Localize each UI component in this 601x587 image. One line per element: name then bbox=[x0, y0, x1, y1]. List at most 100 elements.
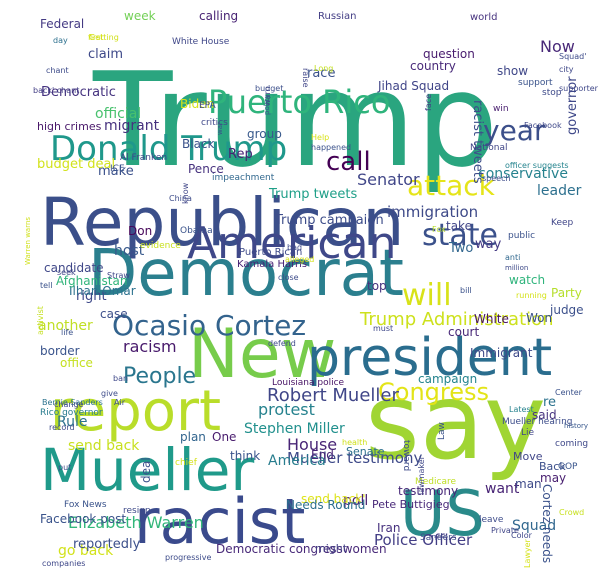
word-biden: Biden bbox=[180, 97, 214, 111]
word-sanders: Sanders bbox=[420, 533, 457, 543]
word-ice: ICE bbox=[110, 164, 125, 174]
word-congress: Congress bbox=[378, 378, 489, 406]
word-american: American bbox=[187, 218, 396, 269]
word-claim: claim bbox=[88, 47, 123, 62]
word-keep: Keep bbox=[551, 218, 574, 228]
word-law: Law bbox=[437, 422, 447, 440]
word-leave: leave bbox=[479, 515, 504, 525]
word-companies: companies bbox=[42, 559, 85, 568]
word-racist-tweets: racist tweets bbox=[470, 100, 485, 184]
word-chief: chief bbox=[175, 458, 198, 468]
word-america: America bbox=[268, 453, 326, 469]
word-ban: ban bbox=[113, 374, 128, 383]
word-end: End bbox=[311, 448, 334, 462]
word-win: win bbox=[493, 104, 509, 114]
word-right: right bbox=[76, 289, 107, 304]
word-jihad-squad: Jihad Squad bbox=[377, 79, 449, 93]
word-obama: Obama bbox=[180, 226, 213, 236]
word-seek: seek bbox=[57, 268, 76, 277]
word-go-back: go back bbox=[58, 543, 114, 559]
word-republican: Republican bbox=[40, 184, 404, 261]
word-show: show bbox=[497, 64, 528, 78]
word-white: White bbox=[474, 312, 509, 326]
word-new: New bbox=[188, 315, 336, 394]
word-stephen-miller: Stephen Miller bbox=[244, 421, 345, 437]
word-alleged: alleged bbox=[285, 255, 314, 264]
word-trump: Trump bbox=[92, 44, 498, 196]
word-man: man bbox=[515, 477, 542, 491]
word-governor: governor bbox=[565, 76, 580, 135]
word-supporter: supporter bbox=[559, 84, 599, 93]
word-tell: tell bbox=[40, 281, 53, 290]
word-donald-trump: Donald Trump bbox=[50, 129, 287, 169]
word-federal: Federal bbox=[40, 17, 84, 31]
word-impeachment: impeachment bbox=[212, 173, 275, 183]
word-change: change bbox=[54, 400, 84, 409]
word-officer-suggests: officer suggests bbox=[505, 161, 569, 170]
word-won: Won bbox=[526, 311, 552, 325]
word-country: country bbox=[410, 59, 456, 73]
word-re: re bbox=[543, 395, 556, 410]
word-al-franken: Al Franken bbox=[120, 153, 167, 163]
word-support: support bbox=[518, 78, 553, 88]
word-stop: stop bbox=[542, 88, 562, 98]
word-running: running bbox=[516, 291, 547, 300]
word-latest: Latest bbox=[509, 405, 534, 414]
word-call: call bbox=[326, 147, 371, 177]
word-ilhan-omar: Ilhan Omar bbox=[69, 284, 136, 298]
word-may: may bbox=[540, 471, 566, 485]
word-toward: toward bbox=[401, 440, 411, 471]
word-move: Move bbox=[513, 450, 543, 463]
word-history: history bbox=[564, 422, 588, 430]
word-rep: Rep bbox=[228, 147, 253, 162]
word-way: way bbox=[475, 237, 502, 252]
word-chant: chant bbox=[46, 66, 69, 75]
word-public: public bbox=[508, 231, 535, 241]
word-getting: Getting bbox=[89, 33, 119, 42]
word-racist: racist bbox=[134, 485, 305, 558]
word-president: president bbox=[307, 328, 552, 388]
word-high-crimes: high crimes bbox=[37, 120, 102, 133]
word-trump-tweets: Trump tweets bbox=[268, 187, 357, 202]
word-testimony: testimony bbox=[398, 484, 458, 498]
word-migrant: migrant bbox=[104, 118, 160, 134]
word-group: group bbox=[247, 127, 282, 141]
word-happened: happened bbox=[311, 143, 351, 152]
word-conservative: conservative bbox=[478, 166, 568, 182]
word-pence: Pence bbox=[188, 162, 224, 176]
word-defend: defend bbox=[268, 339, 296, 348]
word-world: world bbox=[470, 12, 498, 23]
word-russian: Russian bbox=[318, 11, 357, 22]
word-leader: leader bbox=[537, 183, 582, 199]
word-immigrant: Immigrant bbox=[470, 346, 533, 360]
word-think: think bbox=[230, 449, 260, 463]
word-send-back: send back bbox=[68, 438, 140, 454]
word-warn: warn bbox=[263, 86, 272, 106]
word-host: host bbox=[114, 243, 145, 259]
word-judge: judge bbox=[549, 303, 584, 317]
word-close: close bbox=[278, 273, 299, 282]
word-two: Two bbox=[448, 241, 473, 256]
word-reportedly: reportedly bbox=[73, 537, 141, 552]
word-health: health bbox=[342, 438, 367, 447]
word-white-house: White House bbox=[172, 37, 230, 47]
word-activist: activist bbox=[36, 306, 45, 335]
word-resign: resign bbox=[123, 506, 151, 516]
word-mueller: Mueller bbox=[40, 436, 254, 504]
word-official: official bbox=[95, 106, 141, 122]
word-fox: Fox bbox=[432, 225, 446, 234]
word-cortez-needs: Cortez needs bbox=[540, 484, 554, 563]
word-trump-campaign: Trump campaign bbox=[274, 213, 384, 228]
word-democrat: Democrat bbox=[88, 237, 404, 311]
word-record: record bbox=[49, 423, 75, 432]
word-candidate: candidate bbox=[44, 261, 104, 275]
word-court: court bbox=[448, 325, 479, 339]
word-medicare: Medicare bbox=[415, 477, 456, 487]
word-top: top bbox=[367, 279, 387, 293]
word-campaign: campaign bbox=[418, 372, 477, 386]
word-might: might bbox=[315, 542, 348, 555]
word-put: put bbox=[58, 463, 71, 472]
word-party: Party bbox=[551, 286, 582, 300]
word-know: know bbox=[181, 182, 190, 204]
